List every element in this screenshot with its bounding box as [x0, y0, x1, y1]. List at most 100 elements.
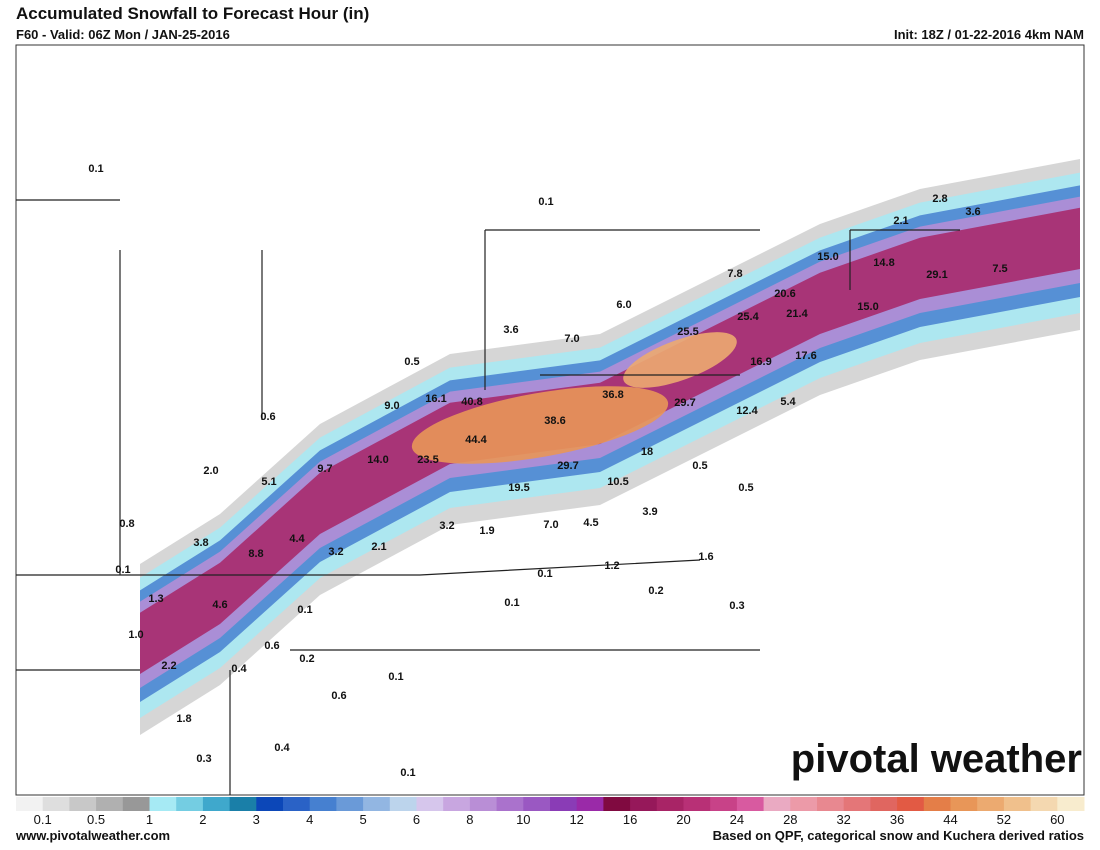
footer-site: www.pivotalweather.com	[15, 828, 170, 843]
colorbar-label: 32	[836, 812, 850, 827]
map-label: 1.6	[698, 551, 713, 563]
colorbar-swatch	[389, 797, 417, 811]
map-label: 29.7	[557, 460, 578, 472]
map-label: 40.8	[461, 396, 482, 408]
init-time: Init: 18Z / 01-22-2016 4km NAM	[893, 27, 1084, 42]
colorbar-swatch	[710, 797, 738, 811]
colorbar-label: 28	[783, 812, 797, 827]
map-label: 25.4	[737, 311, 759, 323]
colorbar-label: 24	[730, 812, 744, 827]
map-label: 3.2	[328, 546, 343, 558]
colorbar-swatch	[977, 797, 1005, 811]
map-label: 0.4	[231, 663, 247, 675]
map-label: 2.8	[932, 193, 947, 205]
map-label: 5.4	[780, 396, 796, 408]
colorbar-swatch	[923, 797, 951, 811]
map-label: 4.4	[289, 533, 305, 545]
colorbar-swatch	[763, 797, 791, 811]
map-label: 0.1	[400, 767, 415, 779]
map-label: 3.8	[193, 537, 208, 549]
map-label: 3.9	[642, 506, 657, 518]
map-label: 2.1	[371, 541, 386, 553]
colorbar-swatch	[283, 797, 311, 811]
map-label: 23.5	[417, 454, 438, 466]
colorbar-label: 36	[890, 812, 904, 827]
map-label: 0.3	[729, 600, 744, 612]
colorbar-swatch	[897, 797, 925, 811]
map-label: 0.5	[738, 482, 753, 494]
colorbar-label: 3	[253, 812, 260, 827]
map-label: 15.0	[857, 301, 878, 313]
colorbar-swatch	[416, 797, 444, 811]
map-label: 0.4	[274, 742, 290, 754]
colorbar-swatch	[950, 797, 978, 811]
footer-note: Based on QPF, categorical snow and Kuche…	[713, 828, 1084, 843]
colorbar-swatch	[122, 797, 150, 811]
map-label: 10.5	[607, 476, 628, 488]
map-label: 16.1	[425, 393, 446, 405]
map-label: 0.1	[538, 196, 553, 208]
map-label: 17.6	[795, 350, 816, 362]
colorbar-swatch	[42, 797, 70, 811]
map-label: 25.5	[677, 326, 698, 338]
map-label: 29.7	[674, 397, 695, 409]
colorbar-swatch	[336, 797, 364, 811]
title: Accumulated Snowfall to Forecast Hour (i…	[16, 4, 370, 23]
map-label: 38.6	[544, 415, 565, 427]
map-label: 9.0	[384, 400, 399, 412]
colorbar-label: 12	[569, 812, 583, 827]
colorbar-swatch	[309, 797, 337, 811]
colorbar-swatch	[69, 797, 97, 811]
map-label: 14.0	[367, 454, 388, 466]
colorbar-swatch	[576, 797, 604, 811]
map-label: 0.1	[88, 163, 103, 175]
snow-bands	[140, 159, 1080, 735]
colorbar-swatch	[496, 797, 524, 811]
snow-band	[140, 207, 1080, 675]
map-label: 0.1	[504, 597, 519, 609]
map-label: 0.3	[196, 753, 211, 765]
map-label: 0.5	[404, 356, 419, 368]
colorbar-swatch	[229, 797, 257, 811]
colorbar-label: 20	[676, 812, 690, 827]
colorbar-label: 0.5	[87, 812, 105, 827]
colorbar-label: 16	[623, 812, 637, 827]
map-label: 0.2	[299, 653, 314, 665]
colorbar-label: 8	[466, 812, 473, 827]
map-label: 14.8	[873, 257, 894, 269]
map-label: 36.8	[602, 389, 623, 401]
map-label: 0.8	[119, 518, 134, 530]
colorbar-swatch	[469, 797, 498, 811]
colorbar-swatch	[256, 797, 284, 811]
colorbar-swatch	[202, 797, 231, 811]
map-label: 29.1	[926, 269, 947, 281]
map-label: 44.4	[465, 434, 487, 446]
colorbar-swatch	[363, 797, 391, 811]
map-label: 7.5	[992, 263, 1007, 275]
colorbar-label: 44	[943, 812, 957, 827]
map-label: 8.8	[248, 548, 263, 560]
colorbar-label: 4	[306, 812, 313, 827]
map-label: 1.3	[148, 593, 163, 605]
colorbar-swatch	[736, 797, 765, 811]
map-label: 6.0	[616, 299, 631, 311]
map-label: 0.1	[115, 564, 130, 576]
snow-core	[411, 386, 669, 464]
map-label: 1.0	[128, 629, 143, 641]
colorbar-swatch	[630, 797, 658, 811]
colorbar-swatch	[870, 797, 898, 811]
map-label: 15.0	[817, 251, 838, 263]
colorbar-label: 60	[1050, 812, 1064, 827]
map-label: 0.6	[264, 640, 279, 652]
map-label: 9.7	[317, 463, 332, 475]
logo: pivotal weather	[791, 737, 1082, 781]
map-label: 0.1	[537, 568, 552, 580]
map-label: 21.4	[786, 308, 808, 320]
snow-core	[623, 332, 737, 388]
colorbar-swatch	[817, 797, 845, 811]
colorbar-swatch	[656, 797, 684, 811]
colorbar-label: 10	[516, 812, 530, 827]
map-label: 3.6	[503, 324, 518, 336]
map-label: 4.6	[212, 599, 227, 611]
